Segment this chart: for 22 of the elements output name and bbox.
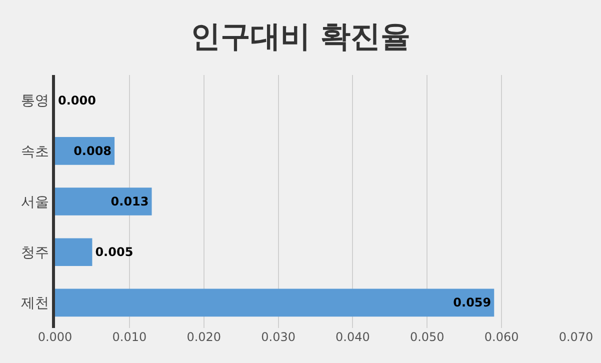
chart-title: 인구대비 확진율 bbox=[190, 19, 411, 54]
x-tick-label: 0.000 bbox=[38, 330, 72, 344]
y-tick-label: 청주 bbox=[21, 245, 50, 261]
x-tick-label: 0.030 bbox=[261, 330, 296, 344]
y-tick-label: 속초 bbox=[21, 144, 50, 160]
y-tick-label: 통영 bbox=[21, 93, 50, 110]
x-tick-label: 0.060 bbox=[484, 330, 519, 344]
bar bbox=[55, 188, 152, 216]
y-tick-label: 제천 bbox=[21, 296, 50, 312]
x-tick-label: 0.020 bbox=[186, 330, 222, 344]
bar bbox=[55, 238, 92, 266]
y-tick-label: 서울 bbox=[21, 194, 50, 210]
data-label: 0.059 bbox=[453, 296, 492, 310]
data-label: 0.008 bbox=[74, 144, 112, 158]
x-tick-label: 0.040 bbox=[336, 330, 370, 344]
data-label: 0.013 bbox=[110, 194, 149, 209]
data-label: 0.005 bbox=[95, 245, 134, 260]
data-label: 0.000 bbox=[58, 93, 96, 108]
bar bbox=[55, 288, 494, 317]
x-tick-label: 0.010 bbox=[112, 330, 147, 344]
x-tick-label: 0.050 bbox=[410, 330, 444, 344]
x-tick-label: 0.070 bbox=[558, 330, 594, 344]
